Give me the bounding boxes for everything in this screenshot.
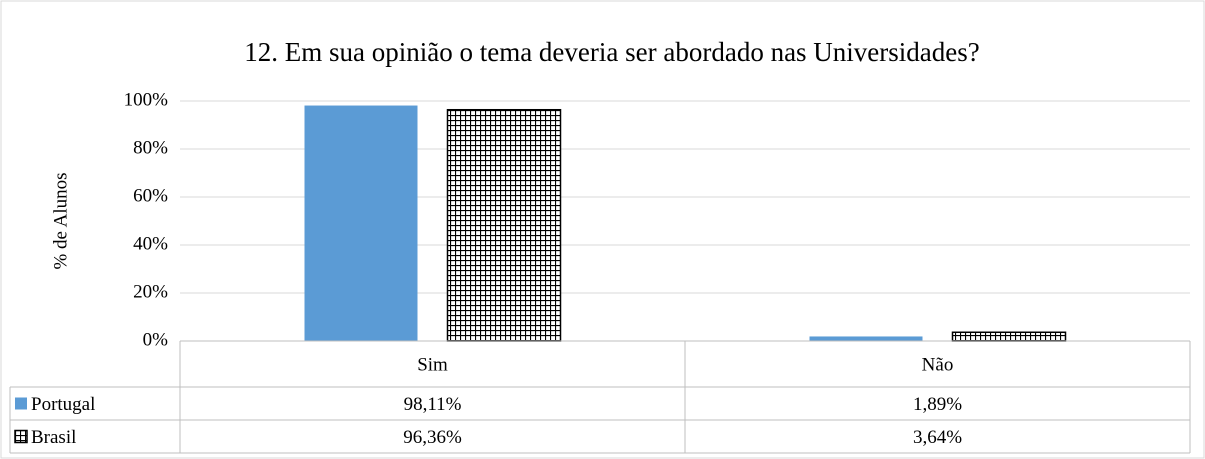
- legend-label: Brasil: [31, 427, 76, 448]
- legend-label: Portugal: [31, 394, 95, 415]
- legend-key: [15, 397, 27, 410]
- table-value: 1,89%: [913, 394, 962, 415]
- legend-key: [14, 429, 28, 444]
- table-value: 96,36%: [403, 427, 462, 448]
- bar: [951, 331, 1067, 342]
- table-value: 98,11%: [404, 394, 462, 415]
- y-tick-label: 0%: [143, 329, 169, 350]
- y-tick-label: 40%: [133, 233, 168, 254]
- y-axis-label: % de Alunos: [50, 172, 71, 269]
- y-tick-label: 60%: [133, 185, 168, 206]
- chart-title: 12. Em sua opinião o tema deveria ser ab…: [244, 37, 980, 67]
- x-tick-label: Sim: [417, 354, 448, 375]
- x-tick-label: Não: [922, 354, 954, 375]
- bar: [809, 336, 923, 341]
- bar: [304, 105, 418, 341]
- bar: [446, 108, 562, 342]
- y-tick-label: 20%: [133, 281, 168, 302]
- y-tick-label: 80%: [133, 137, 168, 158]
- y-tick-label: 100%: [124, 89, 169, 110]
- table-value: 3,64%: [913, 427, 962, 448]
